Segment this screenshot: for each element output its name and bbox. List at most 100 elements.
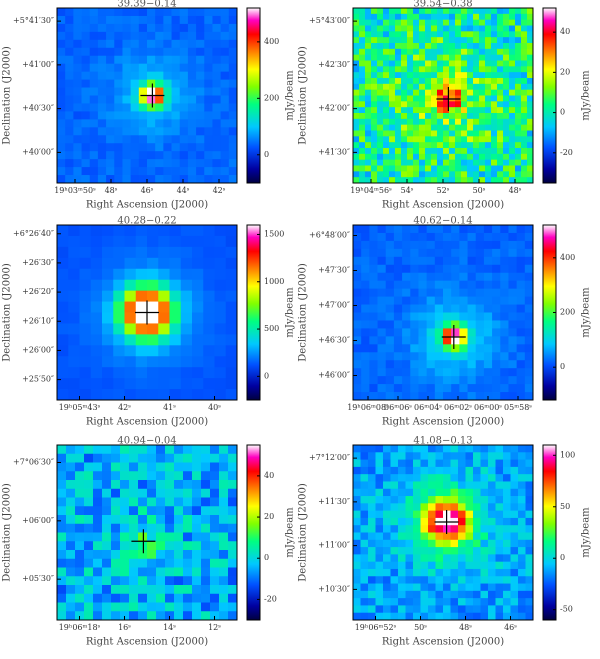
pixel — [68, 356, 80, 368]
pixel — [413, 159, 420, 166]
x-tick-label: 41ˢ — [163, 403, 176, 412]
pixel — [179, 23, 189, 33]
pixel — [459, 288, 468, 297]
pixel — [220, 47, 230, 57]
pixel — [79, 378, 92, 390]
pixel — [419, 19, 426, 26]
pixel — [129, 550, 139, 560]
pixel — [413, 37, 420, 44]
pixel — [518, 590, 526, 599]
pixel — [475, 360, 485, 369]
pixel — [81, 15, 91, 25]
pixel — [405, 554, 414, 563]
pixel — [426, 320, 436, 329]
pixel — [368, 481, 376, 490]
pixel — [114, 111, 123, 120]
pixel — [369, 280, 378, 290]
pixel — [515, 31, 522, 38]
pixel — [138, 23, 148, 33]
pixel — [93, 558, 103, 568]
pixel — [180, 279, 193, 292]
pixel — [497, 19, 504, 26]
pixel — [503, 148, 510, 155]
pixel — [113, 268, 125, 281]
pixel — [183, 611, 193, 621]
source-marker — [131, 529, 156, 554]
pixel — [75, 541, 85, 551]
pixel — [428, 474, 436, 482]
pixel — [84, 506, 94, 516]
pixel — [393, 328, 403, 337]
pixel — [377, 8, 384, 15]
pixel — [467, 384, 477, 393]
pixel — [353, 496, 361, 504]
pixel — [483, 296, 493, 305]
pixel — [467, 136, 474, 143]
pixel — [491, 31, 498, 38]
pixel — [488, 510, 496, 519]
pixel — [500, 304, 509, 313]
pixel — [129, 497, 139, 507]
pixel — [524, 320, 534, 329]
pixel — [377, 288, 387, 297]
pixel — [473, 547, 481, 555]
pixel — [497, 25, 504, 32]
pixel — [431, 159, 438, 166]
pixel — [434, 312, 444, 321]
pixel — [147, 225, 159, 237]
pixel — [204, 111, 213, 120]
pixel — [369, 225, 378, 234]
pixel — [465, 474, 474, 482]
pixel — [102, 506, 112, 516]
pixel — [219, 480, 229, 490]
pixel — [68, 312, 80, 324]
pixel — [375, 612, 384, 621]
pixel — [111, 593, 121, 603]
pixel — [359, 54, 366, 61]
pixel — [395, 89, 402, 96]
pixel — [371, 107, 378, 114]
pixel — [81, 103, 91, 112]
pixel — [65, 135, 74, 144]
pixel — [525, 554, 534, 563]
pixel — [435, 576, 444, 584]
pixel — [515, 159, 522, 166]
pixel — [73, 31, 82, 41]
pixel — [124, 323, 137, 335]
pixel — [527, 101, 534, 108]
pixel — [353, 583, 361, 592]
pixel — [459, 360, 468, 369]
pixel — [418, 225, 428, 234]
pixel — [467, 304, 477, 313]
pixel — [210, 523, 220, 533]
pixel — [405, 561, 414, 570]
pixel — [500, 225, 509, 234]
x-axis-label: Right Ascension (J2000) — [382, 417, 504, 428]
pixel — [458, 590, 466, 599]
pixel — [192, 585, 202, 595]
y-tick-label: +10′30″ — [318, 584, 350, 593]
pixel — [435, 445, 444, 453]
pixel — [450, 510, 459, 519]
pixel — [527, 124, 534, 131]
pixel — [527, 78, 534, 85]
pixel — [147, 47, 156, 57]
pixel — [525, 459, 534, 468]
pixel — [459, 272, 468, 282]
pixel — [114, 8, 123, 17]
pixel — [459, 264, 468, 274]
pixel — [492, 288, 501, 297]
pixel — [518, 452, 526, 460]
pixel — [437, 78, 444, 85]
pixel — [485, 101, 492, 108]
pixel — [480, 517, 489, 526]
pixel — [525, 547, 534, 555]
pixel — [375, 547, 384, 555]
pixel — [425, 89, 432, 96]
pixel — [113, 246, 125, 259]
pixel — [401, 78, 408, 85]
pixel — [443, 496, 451, 504]
pixel — [443, 532, 451, 541]
pixel — [377, 142, 384, 149]
pixel — [369, 320, 378, 329]
